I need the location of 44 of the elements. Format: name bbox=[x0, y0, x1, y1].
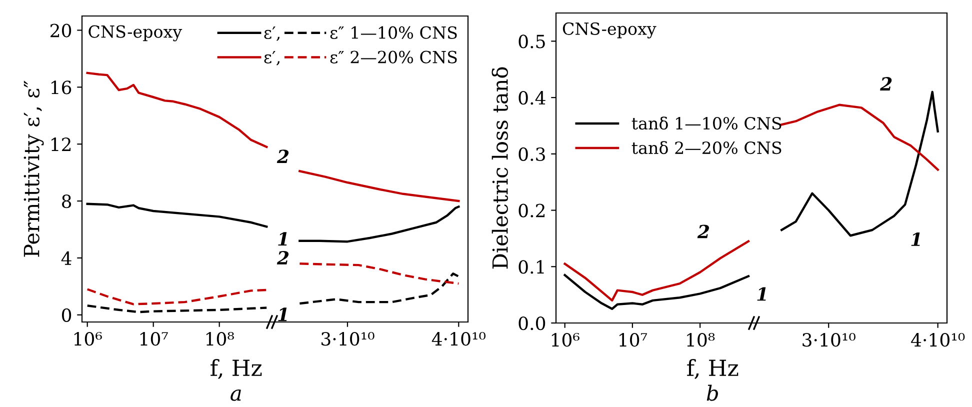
y-tick-label: 16 bbox=[52, 80, 72, 94]
text: a bbox=[230, 390, 241, 401]
y-tick-label: 0.2 bbox=[518, 204, 545, 218]
annotation: 1 bbox=[278, 308, 287, 322]
x-tick-label: 4·10¹⁰ bbox=[911, 333, 965, 347]
legend-label: ε″ 2—20% CNS bbox=[330, 50, 457, 64]
x-tick-label: 10⁸ bbox=[206, 332, 234, 346]
legend-label: tanδ 2—20% CNS bbox=[632, 141, 782, 154]
x-tick-label: 10⁷ bbox=[140, 332, 168, 346]
x-tick-label: 10⁶ bbox=[552, 333, 580, 347]
x-tick-label: 10⁸ bbox=[687, 333, 715, 347]
y-tick-label: 0.1 bbox=[518, 260, 544, 274]
annotation: CNS-epoxy bbox=[88, 25, 182, 42]
annotation: 1 bbox=[278, 232, 287, 246]
text: b bbox=[706, 384, 718, 401]
y-axis-title: Dielectric loss tanδ bbox=[492, 67, 508, 269]
y-tick-label: 0.3 bbox=[518, 147, 545, 162]
legend-label: ε′, bbox=[264, 50, 280, 66]
x-axis-title: f, Hz bbox=[210, 359, 262, 379]
x-tick-label: 10⁷ bbox=[620, 333, 648, 347]
y-tick-label: 0.0 bbox=[518, 316, 546, 330]
annotation: 2 bbox=[880, 77, 892, 90]
x-tick-label: 3·10¹⁰ bbox=[322, 332, 374, 346]
y-tick-label: 20 bbox=[50, 24, 72, 38]
y-axis-title: Permittivity ε′, ε″ bbox=[24, 80, 44, 257]
y-tick-label: 0.5 bbox=[518, 34, 545, 48]
x-axis-title: f, Hz bbox=[687, 359, 738, 379]
annotation: 2 bbox=[276, 150, 289, 164]
y-tick-label: 8 bbox=[62, 194, 72, 208]
y-tick-label: 4 bbox=[61, 251, 72, 265]
y-tick-label: 12 bbox=[52, 138, 71, 151]
x-tick-label: 4·10¹⁰ bbox=[432, 332, 486, 346]
annotation: 1 bbox=[911, 232, 920, 246]
annotation: 2 bbox=[276, 251, 289, 264]
legend-label: tanδ 1—10% CNS bbox=[632, 116, 782, 130]
annotation: CNS-epoxy bbox=[562, 22, 656, 38]
legend-label: ε′, bbox=[264, 26, 280, 41]
x-tick-label: 3·10¹⁰ bbox=[802, 333, 856, 347]
x-tick-label: 10⁶ bbox=[74, 332, 102, 346]
legend-label: ε″ 1—10% CNS bbox=[330, 26, 457, 39]
y-tick-label: 0 bbox=[62, 308, 72, 322]
y-tick-label: 0.4 bbox=[518, 91, 546, 105]
annotation: 1 bbox=[757, 287, 766, 301]
annotation: 2 bbox=[697, 224, 709, 238]
